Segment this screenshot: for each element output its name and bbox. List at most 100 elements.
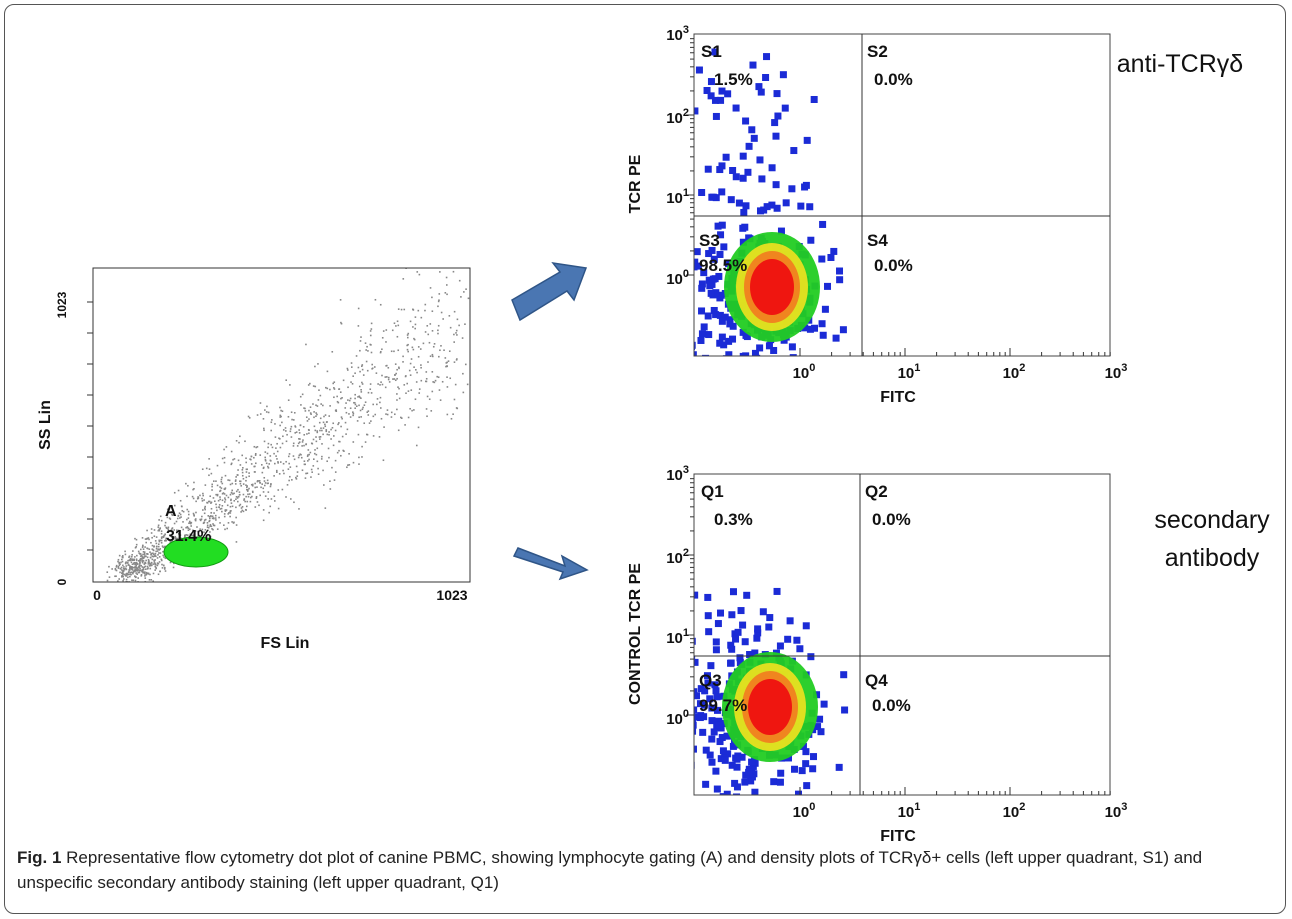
dot: [148, 565, 151, 567]
dot: [219, 490, 221, 493]
dot: [745, 142, 753, 150]
dot: [164, 539, 166, 542]
dot: [658, 298, 665, 305]
dot: [382, 459, 385, 462]
dot: [181, 509, 184, 512]
dot: [207, 500, 210, 503]
dot: [328, 431, 330, 433]
dot: [262, 491, 265, 493]
dot: [365, 360, 368, 363]
dot: [818, 380, 825, 387]
dot: [227, 496, 230, 499]
dot: [732, 635, 740, 643]
tick-label: 100: [666, 708, 689, 728]
dot: [203, 519, 206, 521]
dot: [698, 330, 706, 338]
dot: [798, 767, 806, 775]
dot: [350, 381, 352, 383]
caption-label: Fig. 1: [17, 848, 62, 867]
tick-label: 102: [1003, 362, 1026, 382]
dot: [345, 411, 348, 414]
dot: [132, 550, 134, 552]
dot: [242, 467, 244, 469]
dot: [716, 250, 724, 258]
gate-name: A: [165, 503, 177, 520]
dot: [271, 446, 274, 449]
dot: [315, 412, 317, 414]
dot: [267, 467, 270, 469]
dot: [803, 782, 811, 790]
dot: [358, 404, 360, 407]
dot: [710, 306, 718, 314]
dot: [514, 347, 516, 349]
dot: [444, 357, 447, 359]
dot: [121, 572, 123, 575]
dot: [253, 456, 255, 459]
dot: [150, 553, 153, 556]
dot: [161, 563, 163, 566]
dot: [698, 188, 706, 196]
dot: [359, 396, 361, 399]
dot: [173, 529, 176, 531]
dot: [439, 271, 441, 273]
dot: [359, 340, 362, 342]
dot: [739, 238, 747, 246]
dot: [216, 509, 218, 512]
dot: [714, 222, 722, 230]
dot: [117, 560, 119, 563]
dot: [370, 351, 373, 354]
dot: [235, 490, 238, 493]
dot: [141, 556, 144, 558]
dot: [166, 527, 168, 530]
dot: [328, 415, 331, 417]
dot: [165, 537, 167, 540]
dot: [146, 572, 148, 574]
tick-base: 10: [793, 804, 810, 821]
dot: [708, 717, 716, 725]
dot: [152, 563, 155, 565]
dot: [139, 567, 141, 570]
dot: [134, 537, 136, 540]
dot: [298, 429, 300, 431]
dot: [207, 534, 209, 536]
dot: [705, 331, 713, 339]
dot: [312, 465, 315, 467]
dot: [233, 492, 235, 495]
dot: [710, 728, 718, 736]
dot: [230, 463, 233, 466]
dot: [361, 364, 364, 366]
dot: [765, 623, 773, 631]
dot: [216, 528, 219, 530]
dot: [300, 453, 302, 456]
dot: [182, 510, 185, 513]
dot: [137, 550, 140, 553]
dot: [458, 279, 461, 282]
dot: [212, 528, 214, 531]
dot: [504, 319, 506, 321]
dot: [295, 476, 297, 479]
dot: [377, 383, 379, 385]
dot: [245, 457, 247, 460]
dot: [273, 475, 275, 477]
dot: [131, 566, 134, 569]
dot: [494, 364, 496, 366]
dot: [309, 382, 311, 385]
dot: [209, 531, 211, 533]
dot: [331, 350, 334, 353]
dot: [379, 396, 382, 399]
dot: [736, 654, 744, 662]
dot: [129, 559, 132, 562]
dot: [414, 316, 417, 318]
dot: [317, 473, 320, 475]
dot: [375, 372, 378, 374]
gating-dots: [106, 268, 516, 582]
dot: [407, 332, 410, 335]
dot: [490, 350, 492, 352]
dot: [477, 325, 479, 327]
dot: [267, 465, 269, 468]
dot: [292, 442, 295, 445]
dot: [321, 455, 323, 458]
dot: [758, 175, 766, 183]
dot: [228, 511, 230, 514]
dot: [331, 466, 333, 469]
